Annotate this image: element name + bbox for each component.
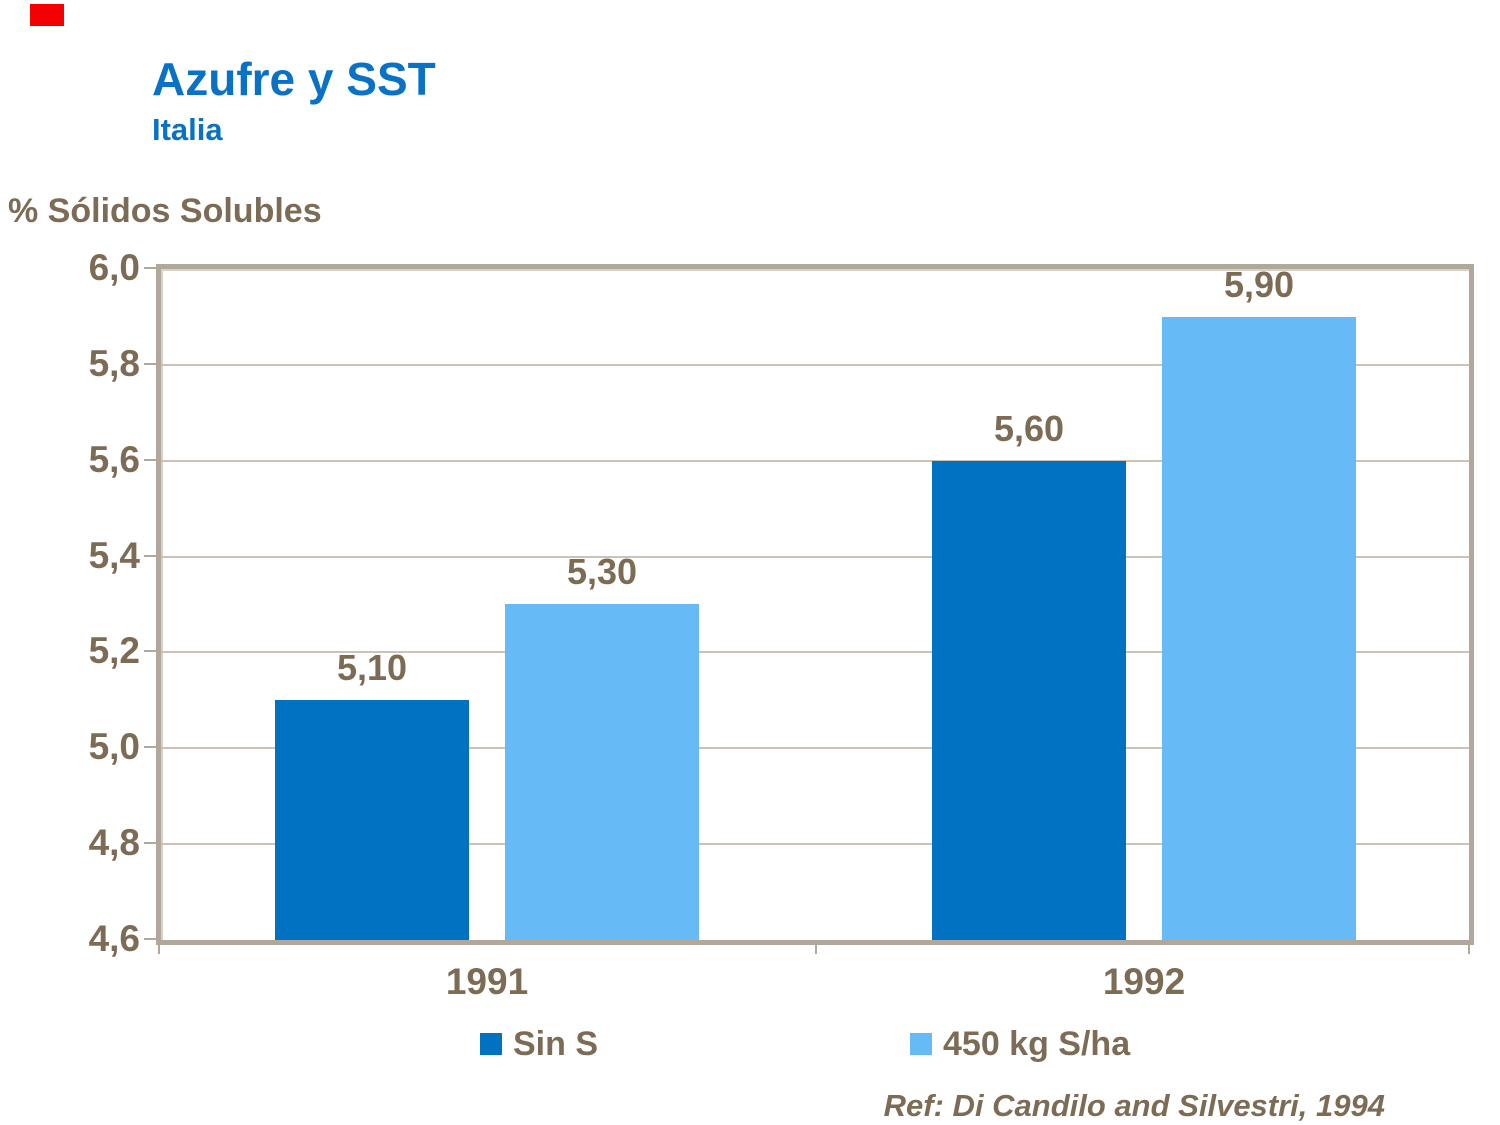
y-tick-label: 4,6 xyxy=(88,918,140,959)
gridline xyxy=(161,747,1469,750)
bar-value-label: 5,10 xyxy=(336,647,408,688)
gridline xyxy=(161,459,1469,462)
gridline xyxy=(161,363,1469,366)
category-label: 1991 xyxy=(445,961,529,1002)
y-tick-mark xyxy=(144,267,160,269)
y-tick-label: 6,0 xyxy=(88,247,140,288)
y-tick-mark xyxy=(144,554,160,557)
bar-1992-450-kg-s-ha xyxy=(1162,317,1356,940)
legend-swatch xyxy=(910,1033,932,1055)
legend-swatch xyxy=(480,1033,502,1055)
legend-item-2: 450 kg S/ha xyxy=(910,1026,1130,1062)
legend-label: Sin S xyxy=(513,1025,599,1063)
bar-value-label: 5,60 xyxy=(993,408,1065,449)
slide-title: Azufre y SST xyxy=(152,53,436,105)
y-tick-mark xyxy=(144,458,160,461)
x-tick-mark xyxy=(815,940,817,954)
gridline xyxy=(161,651,1469,654)
legend-item-1: Sin S xyxy=(480,1026,598,1062)
y-tick-label: 4,8 xyxy=(88,822,140,864)
gridline xyxy=(161,555,1469,558)
reference-text: Ref: Di Candilo and Silvestri, 1994 xyxy=(883,1088,1385,1123)
y-tick-mark xyxy=(144,362,160,365)
y-tick-mark xyxy=(144,746,160,749)
x-tick-mark xyxy=(1468,940,1470,954)
bar-1991-sin-s xyxy=(275,700,469,940)
y-tick-label: 5,4 xyxy=(88,534,140,576)
y-tick-mark xyxy=(144,842,160,845)
bar-value-label: 5,90 xyxy=(1223,264,1295,305)
y-tick-label: 5,2 xyxy=(88,630,140,672)
gridline xyxy=(161,843,1469,846)
y-tick-label: 5,0 xyxy=(88,726,140,768)
legend-label: 450 kg S/ha xyxy=(943,1025,1131,1063)
y-tick-mark xyxy=(144,650,160,653)
y-tick-label: 5,6 xyxy=(88,438,140,480)
red-accent-square xyxy=(30,4,64,26)
bar-value-label: 5,30 xyxy=(566,551,638,592)
plot-area xyxy=(156,264,1474,945)
y-tick-mark xyxy=(144,938,160,940)
bar-1992-sin-s xyxy=(932,461,1126,940)
bar-1991-450-kg-s-ha xyxy=(505,604,699,940)
slide-subtitle: Italia xyxy=(152,112,223,147)
x-tick-mark xyxy=(158,940,160,954)
y-axis-title: % Sólidos Solubles xyxy=(8,192,322,230)
y-tick-label: 5,8 xyxy=(88,342,140,384)
category-label: 1992 xyxy=(1102,961,1186,1002)
